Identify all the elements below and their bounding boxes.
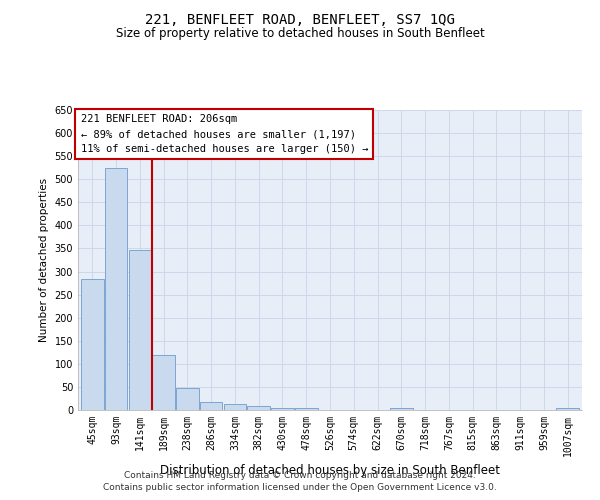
Bar [295, 408, 317, 410]
Bar [556, 408, 579, 410]
Bar [128, 250, 151, 410]
Bar [224, 404, 246, 410]
Bar [176, 388, 199, 410]
Bar [105, 168, 127, 410]
X-axis label: Distribution of detached houses by size in South Benfleet: Distribution of detached houses by size … [160, 464, 500, 477]
Bar [81, 280, 104, 410]
Bar [271, 408, 294, 410]
Text: 221, BENFLEET ROAD, BENFLEET, SS7 1QG: 221, BENFLEET ROAD, BENFLEET, SS7 1QG [145, 12, 455, 26]
Bar [152, 354, 175, 410]
Bar [247, 406, 270, 410]
Bar [200, 402, 223, 410]
Text: Contains HM Land Registry data © Crown copyright and database right 2024.
Contai: Contains HM Land Registry data © Crown c… [103, 471, 497, 492]
Text: 221 BENFLEET ROAD: 206sqm
← 89% of detached houses are smaller (1,197)
11% of se: 221 BENFLEET ROAD: 206sqm ← 89% of detac… [80, 114, 368, 154]
Text: Size of property relative to detached houses in South Benfleet: Size of property relative to detached ho… [116, 28, 484, 40]
Y-axis label: Number of detached properties: Number of detached properties [39, 178, 49, 342]
Bar [390, 408, 413, 410]
